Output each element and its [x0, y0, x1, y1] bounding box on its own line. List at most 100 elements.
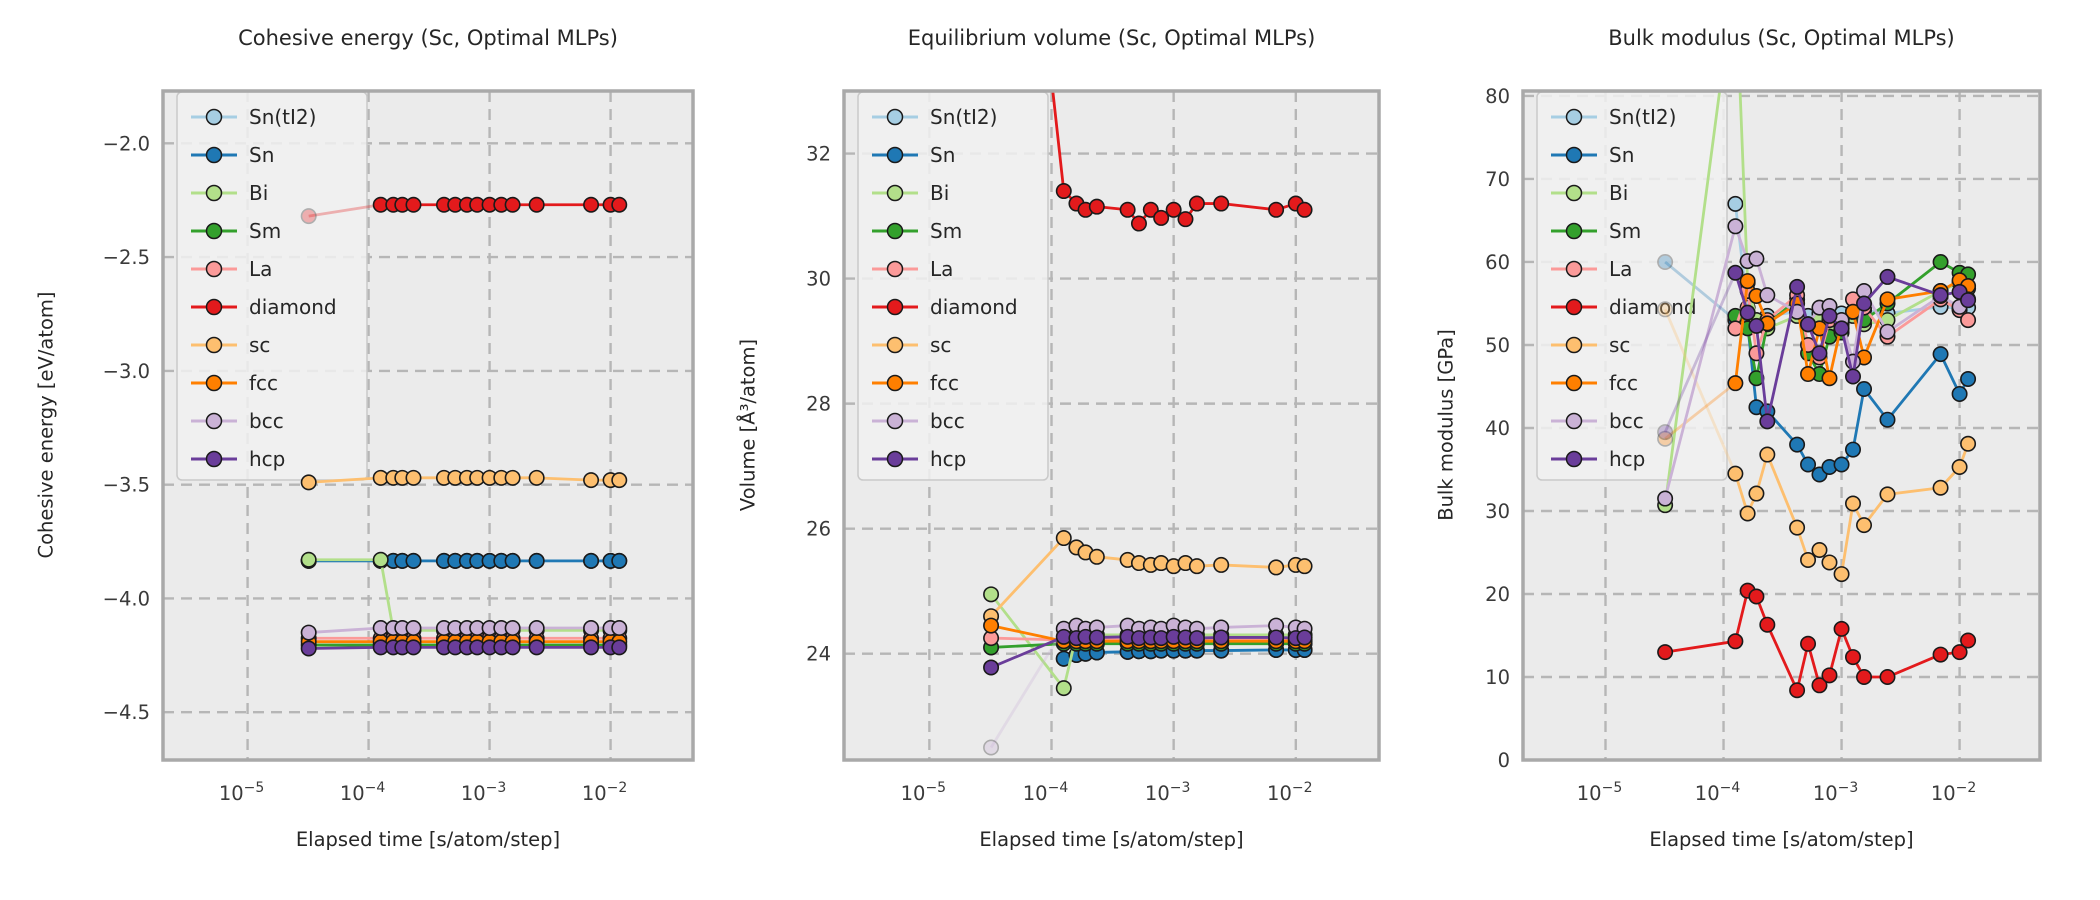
legend-marker-icon	[205, 450, 223, 468]
y-tick-label: 50	[1485, 334, 1510, 357]
data-point-diamond	[1177, 211, 1194, 228]
data-point-fcc	[1879, 291, 1896, 308]
data-point-hcp	[1932, 287, 1949, 304]
y-tick-label: 70	[1485, 168, 1510, 191]
y-tick-label: −3.5	[103, 474, 150, 497]
legend-item-bcc: bcc	[1551, 409, 1644, 433]
legend-marker-icon	[205, 146, 223, 164]
legend-label: Sn(tI2)	[1609, 105, 1676, 129]
data-point-Sn	[1789, 436, 1806, 453]
data-point-sc	[1856, 517, 1873, 534]
series-group	[1657, 91, 1977, 699]
legend-item-diamond: diamond	[191, 295, 337, 319]
legend-label: bcc	[1609, 409, 1644, 433]
data-point-bcc	[300, 624, 317, 641]
legend-label: La	[1609, 257, 1632, 281]
data-point-diamond	[528, 196, 545, 213]
data-point-fcc	[1800, 366, 1817, 383]
data-point-diamond	[1153, 209, 1170, 226]
plot-border	[842, 89, 1381, 762]
legend-label: bcc	[249, 409, 284, 433]
legend-label: Sn	[930, 143, 955, 167]
series-Sn	[300, 552, 628, 569]
data-point-Sn	[1845, 441, 1862, 458]
data-point-hcp	[1727, 264, 1744, 281]
legend-marker-icon	[1565, 222, 1583, 240]
data-point-bcc	[1727, 218, 1744, 235]
series-Sn	[1657, 253, 1977, 483]
data-point-Sn	[1856, 380, 1873, 397]
legend-item-bcc: bcc	[191, 409, 284, 433]
data-point-hcp	[300, 640, 317, 657]
data-point-Bi	[300, 551, 317, 568]
y-tick-label: −4.0	[103, 587, 150, 610]
data-point-sc	[1811, 542, 1828, 559]
legend-label: Sn(tI2)	[930, 105, 997, 129]
data-point-Sn	[528, 552, 545, 569]
data-point-diamond	[583, 196, 600, 213]
data-point-hcp	[1811, 345, 1828, 362]
legend-item-Bi: Bi	[872, 181, 949, 205]
chart-cohesive-energy: Cohesive energy [eV/atom] Cohesive energ…	[0, 0, 700, 900]
x-tick-label: 10−5	[219, 780, 264, 805]
data-point-fcc	[1727, 375, 1744, 392]
data-point-bcc	[611, 620, 628, 637]
data-point-hcp	[1739, 304, 1756, 321]
series-sc	[300, 469, 628, 491]
data-point-sc	[1296, 558, 1313, 575]
legend-item-diamond: diamond	[872, 295, 1018, 319]
legend-marker-icon	[886, 146, 904, 164]
data-point-hcp	[1856, 295, 1873, 312]
legend-item-Sn: Sn	[1551, 143, 1634, 167]
data-point-diamond	[1130, 215, 1147, 232]
y-tick-label: 60	[1485, 251, 1510, 274]
x-axis-label: Elapsed time [s/atom/step]	[1649, 828, 1914, 851]
data-point-sc	[1088, 548, 1105, 565]
data-point-sc	[611, 472, 628, 489]
plot-border	[161, 89, 695, 762]
y-tick-label: −2.5	[103, 246, 150, 269]
legend-item-hcp: hcp	[191, 447, 285, 471]
data-point-sc	[1657, 301, 1674, 318]
data-point-sc	[1188, 558, 1205, 575]
legend-label: La	[930, 257, 953, 281]
legend-item-Sn(tI2): Sn(tI2)	[872, 105, 997, 129]
data-point-Sn	[1960, 371, 1977, 388]
data-point-La	[1960, 312, 1977, 329]
data-point-Sn	[1657, 253, 1674, 270]
data-point-hcp	[504, 639, 521, 656]
legend-marker-icon	[205, 298, 223, 316]
data-point-sc	[405, 469, 422, 486]
data-point-diamond	[1088, 198, 1105, 215]
y-tick-label: −4.5	[103, 701, 150, 724]
data-point-sc	[1213, 556, 1230, 573]
legend-label: Bi	[1609, 181, 1628, 205]
y-tick-label: 28	[806, 393, 831, 416]
data-point-hcp	[1213, 629, 1230, 646]
legend-item-Sm: Sm	[191, 219, 281, 243]
legend-marker-icon	[1565, 298, 1583, 316]
legend-label: sc	[930, 333, 951, 357]
data-point-hcp	[1088, 629, 1105, 646]
x-tick-label: 10−4	[1695, 780, 1741, 805]
y-tick-label: 32	[806, 143, 831, 166]
legend-item-Sm: Sm	[1551, 219, 1641, 243]
series-diamond	[1657, 582, 1977, 699]
chart-equilibrium-volume: Volume [Å³/atom] Equilibrium volume (Sc,…	[700, 0, 1400, 900]
chart-bulk-modulus: Bulk modulus [GPa] Bulk modulus (Sc, Opt…	[1400, 0, 2100, 900]
data-point-diamond	[300, 208, 317, 225]
legend-label: Sn(tI2)	[249, 105, 316, 129]
data-point-sc	[504, 469, 521, 486]
legend-item-Bi: Bi	[191, 181, 268, 205]
data-point-sc	[1960, 435, 1977, 452]
series-diamond	[1051, 91, 1313, 232]
series-line-faded-segment	[1663, 272, 1737, 433]
data-point-diamond	[1296, 201, 1313, 218]
legend-label: Sm	[249, 219, 281, 243]
data-point-Sn	[1951, 385, 1968, 402]
data-point-hcp	[1821, 307, 1838, 324]
legend-item-Bi: Bi	[1551, 181, 1628, 205]
data-point-fcc	[1821, 370, 1838, 387]
legend-marker-icon	[1565, 450, 1583, 468]
legend-item-bcc: bcc	[872, 409, 965, 433]
